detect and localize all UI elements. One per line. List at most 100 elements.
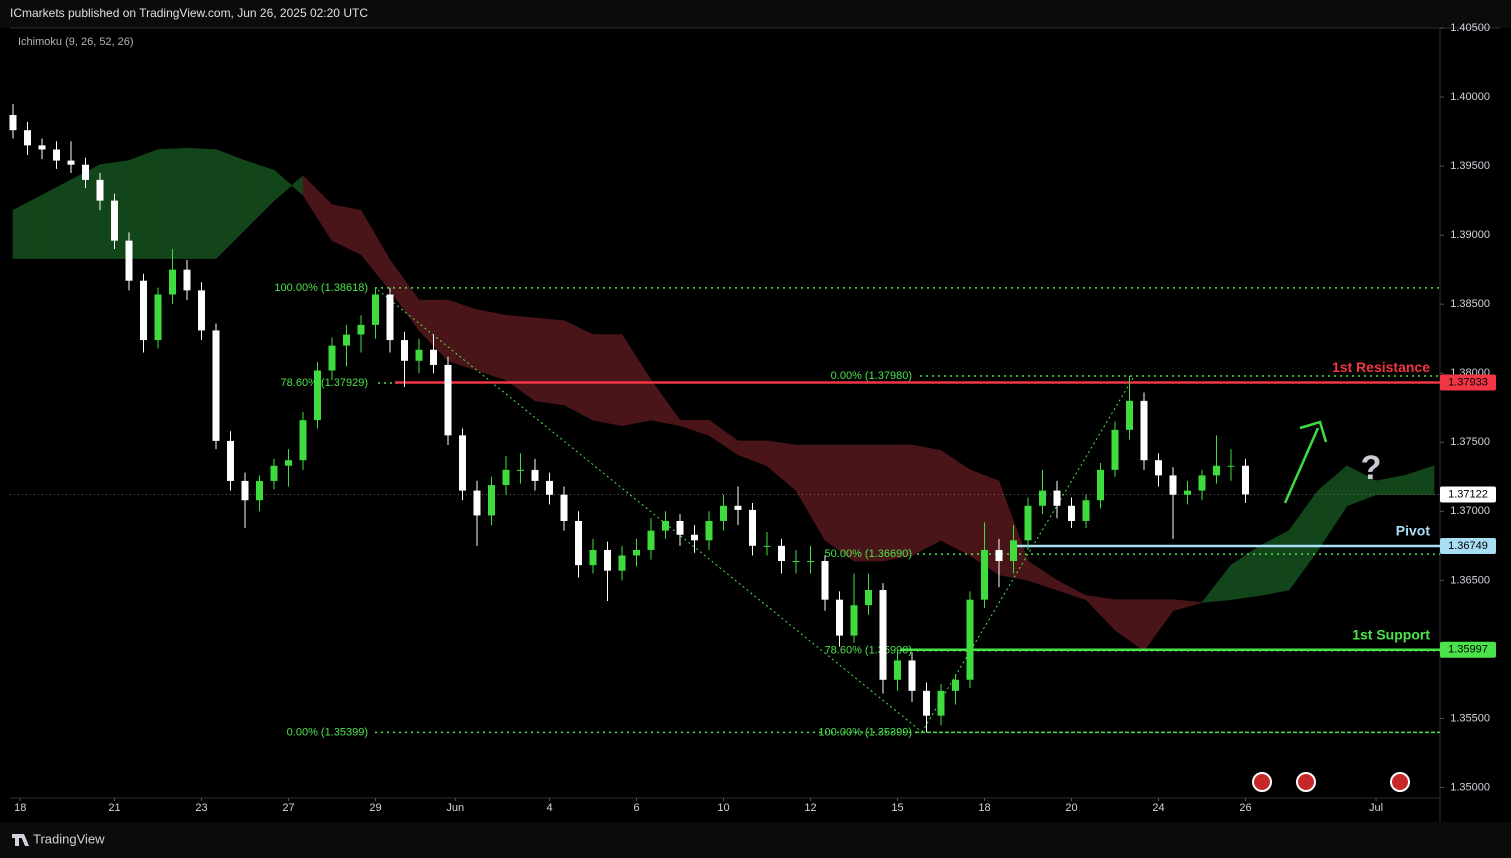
candle-body — [821, 561, 829, 600]
candle-body — [865, 590, 872, 606]
candle-body — [966, 599, 974, 680]
x-tick-label: Jul — [1369, 802, 1383, 814]
candle-body — [807, 561, 814, 563]
fib-label: 0.00% (1.37980) — [831, 370, 912, 382]
y-tick-label: 1.36500 — [1450, 574, 1490, 586]
brand-name: TradingView — [33, 831, 105, 846]
price-tag — [1440, 374, 1496, 391]
cloud-segment — [853, 444, 884, 562]
candle-body — [1155, 460, 1162, 476]
candle-body — [169, 269, 176, 295]
candle-body — [879, 590, 887, 680]
candle-body — [9, 114, 17, 131]
candle-body — [850, 605, 858, 636]
price-tag-label: 1.35997 — [1448, 644, 1488, 656]
level-label: 1st Support — [1352, 627, 1430, 643]
candle-body — [1242, 465, 1249, 495]
candle-body — [488, 485, 495, 516]
x-tick-label: 18 — [978, 802, 990, 814]
candle-body — [183, 269, 191, 291]
candle-body — [517, 469, 524, 471]
cloud-segment — [911, 444, 942, 556]
candle-body — [720, 505, 727, 521]
candle-body — [314, 370, 321, 421]
y-tick-label: 1.35000 — [1450, 781, 1490, 793]
event-flag — [1296, 772, 1316, 792]
x-tick-label: 26 — [1239, 802, 1251, 814]
candle-body — [937, 690, 945, 716]
axes: 1.405001.400001.395001.390001.385001.380… — [14, 22, 1496, 814]
candle-body — [894, 660, 901, 680]
x-tick-label: 6 — [633, 802, 639, 814]
candle-body — [1227, 465, 1235, 467]
candle-body — [270, 465, 278, 481]
candle-body — [778, 545, 785, 562]
candle-body — [763, 545, 771, 547]
candle-body — [459, 435, 466, 491]
candle-body — [444, 364, 452, 436]
candle-body — [401, 340, 408, 361]
candle-body — [952, 679, 959, 691]
candle-body — [1213, 465, 1220, 476]
candle-body — [691, 534, 698, 541]
candle-body — [1097, 469, 1104, 501]
candle-body — [618, 555, 626, 571]
y-tick-label: 1.38500 — [1450, 298, 1490, 310]
x-tick-label: 20 — [1065, 802, 1077, 814]
cloud-segment — [534, 317, 565, 406]
candle-body — [662, 520, 669, 531]
candle-body — [647, 530, 655, 550]
candle-body — [125, 240, 133, 281]
candle-body — [140, 280, 147, 341]
candle-body — [285, 460, 292, 466]
candle-body — [1184, 490, 1191, 495]
candle-body — [1169, 475, 1177, 495]
candle-body — [111, 200, 118, 241]
candle-body — [198, 290, 205, 331]
x-tick-label: 4 — [546, 802, 552, 814]
candle-body — [633, 549, 640, 556]
y-tick-label: 1.40000 — [1450, 91, 1490, 103]
candle-body — [386, 294, 394, 341]
price-tag — [1440, 641, 1496, 658]
x-tick-label: 21 — [108, 802, 120, 814]
fib-trend — [377, 289, 923, 733]
fib-label: 78.60% (1.37929) — [281, 377, 368, 389]
candle-body — [1053, 490, 1061, 506]
candle-body — [1082, 500, 1090, 521]
candle-body — [227, 440, 234, 481]
cloud-segment — [563, 320, 594, 421]
x-tick-label: 24 — [1152, 802, 1164, 814]
fib-label: 0.00% (1.35399) — [287, 726, 368, 738]
candle-body — [415, 349, 423, 361]
candle-body — [212, 330, 220, 441]
ichimoku-cloud — [12, 147, 1435, 652]
x-tick-label: 15 — [891, 802, 903, 814]
candle-body — [299, 420, 307, 461]
y-tick-label: 1.39000 — [1450, 229, 1490, 241]
arrow-shaft — [1283, 427, 1320, 504]
candle-body — [531, 469, 539, 481]
candle-body — [676, 520, 684, 535]
event-flag — [1390, 772, 1410, 792]
price-tag-label: 1.37122 — [1448, 488, 1488, 500]
x-tick-label: 18 — [14, 802, 26, 814]
candle-body — [560, 494, 568, 521]
cloud-segment — [186, 147, 217, 259]
fib-label: 50.00% (1.36690) — [825, 548, 912, 560]
cloud-segment — [128, 149, 159, 259]
event-flag — [1252, 772, 1272, 792]
candle-body — [908, 660, 916, 691]
question-mark: ? — [1361, 449, 1382, 487]
candle-body — [836, 599, 843, 636]
candle-body — [705, 520, 713, 541]
cloud-segment — [447, 299, 478, 371]
candle-body — [923, 690, 930, 716]
x-tick-label: Jun — [446, 802, 464, 814]
cloud-segment — [1172, 599, 1203, 612]
fib-label: 100.00% (1.35399) — [818, 726, 912, 738]
candle-body — [473, 490, 481, 516]
candle-body — [546, 480, 553, 495]
candle-body — [430, 349, 437, 365]
arrow-head — [1299, 420, 1328, 443]
